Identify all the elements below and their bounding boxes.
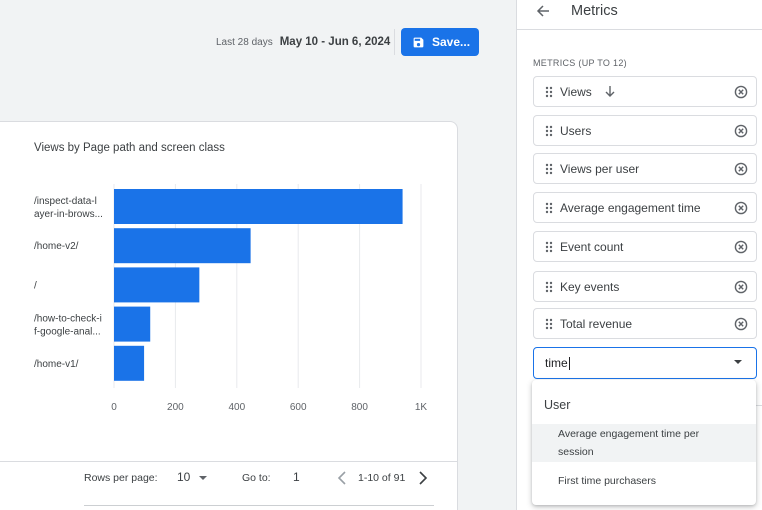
remove-circle-icon[interactable]: [734, 124, 748, 138]
rows-per-page-select[interactable]: 10: [177, 470, 191, 484]
caret-down-icon[interactable]: [734, 360, 742, 364]
chart-title: Views by Page path and screen class: [34, 142, 225, 154]
metric-name: Average engagement time: [560, 200, 701, 215]
metric-suggestions-dropdown: User Average engagement time per session…: [532, 380, 756, 505]
metric-name: Views per user: [560, 161, 640, 176]
remove-circle-icon[interactable]: [734, 85, 748, 99]
x-tick-label: 200: [167, 402, 184, 413]
x-tick-label: 1K: [415, 402, 428, 413]
x-tick-label: 800: [351, 402, 368, 413]
drag-handle-icon[interactable]: [545, 125, 553, 137]
category-label: /home-v2/: [34, 241, 79, 252]
dropdown-group-label: User: [544, 398, 571, 412]
page-info: 1-10 of 91: [358, 472, 406, 484]
metric-name: Event count: [560, 239, 624, 254]
metric-chip[interactable]: Total revenue: [533, 308, 757, 339]
chart-card: [0, 121, 458, 510]
drag-handle-icon[interactable]: [545, 202, 553, 214]
metric-name: Users: [560, 123, 592, 138]
text-cursor: [568, 356, 570, 370]
chart-category-labels: /inspect-data-l ayer-in-brows... /home-v2/…: [34, 196, 103, 370]
category-label: /: [34, 280, 37, 291]
bar-chart: /inspect-data-l ayer-in-brows... /home-v2/…: [34, 184, 427, 413]
panel-title: Metrics: [571, 3, 618, 19]
metric-name: Total revenue: [560, 316, 633, 331]
drag-handle-icon[interactable]: [545, 86, 553, 98]
metric-search-value: time: [545, 356, 568, 370]
category-label-line: f-google-anal...: [34, 327, 101, 338]
date-range-value: May 10 - Jun 6, 2024: [279, 36, 391, 48]
table-divider: [0, 461, 458, 462]
category-label: /home-v1/: [34, 359, 79, 370]
panel-gap: [510, 0, 516, 510]
metric-search-input[interactable]: time: [533, 347, 757, 379]
remove-circle-icon[interactable]: [734, 317, 748, 331]
metric-chip[interactable]: Views: [533, 76, 757, 107]
arrow-down-icon[interactable]: [604, 85, 616, 98]
category-label: /inspect-data-l ayer-in-brows...: [34, 196, 103, 220]
metric-name: Views: [560, 84, 592, 99]
date-range-label: Last 28 days: [216, 36, 273, 48]
chevron-right-icon[interactable]: [416, 470, 430, 486]
metric-chip[interactable]: Views per user: [533, 153, 757, 184]
header-divider: [394, 29, 395, 55]
save-icon: [413, 37, 424, 47]
save-button-label: Save...: [432, 35, 471, 49]
x-tick-label: 0: [111, 402, 117, 413]
metric-chip[interactable]: Users: [533, 115, 757, 146]
bar[interactable]: [114, 306, 151, 342]
remove-circle-icon[interactable]: [734, 280, 748, 294]
category-label-line: /: [34, 280, 37, 291]
metric-chip[interactable]: Event count: [533, 231, 757, 262]
caret-down-icon[interactable]: [199, 476, 207, 480]
go-to-input[interactable]: 1: [293, 470, 300, 484]
bar[interactable]: [114, 189, 403, 224]
x-tick-label: 600: [290, 402, 307, 413]
category-label-line: /home-v2/: [34, 241, 79, 252]
metric-chip[interactable]: Key events: [533, 271, 757, 302]
go-to-label: Go to:: [242, 472, 271, 484]
date-range-selector[interactable]: Last 28 days May 10 - Jun 6, 2024: [216, 35, 390, 49]
category-label: /how-to-check-i f-google-anal...: [34, 314, 102, 338]
category-label-line: /how-to-check-i: [34, 314, 102, 325]
table-pager: Rows per page: 10 Go to: 1 1-10 of 91: [0, 468, 458, 488]
category-label-line: /home-v1/: [34, 359, 79, 370]
rows-per-page-label: Rows per page:: [84, 472, 158, 484]
bar[interactable]: [114, 228, 251, 264]
remove-circle-icon[interactable]: [734, 240, 748, 254]
dropdown-option[interactable]: First time purchasers: [558, 475, 657, 487]
table-header-row: [84, 505, 434, 506]
category-label-line: /inspect-data-l: [34, 196, 97, 207]
drag-handle-icon[interactable]: [545, 281, 553, 293]
drag-handle-icon[interactable]: [545, 318, 553, 330]
save-button[interactable]: Save...: [401, 28, 479, 56]
report-area: Last 28 days May 10 - Jun 6, 2024 Save..…: [0, 28, 479, 510]
bar[interactable]: [114, 345, 145, 381]
dropdown-option[interactable]: Average engagement time per session: [532, 424, 756, 462]
panel-header-divider: [517, 29, 762, 30]
bar[interactable]: [114, 267, 200, 303]
chart-x-tick-labels: 0 200 400 600 800 1K: [111, 402, 427, 413]
metrics-section-label: METRICS (UP TO 12): [533, 58, 627, 68]
drag-handle-icon[interactable]: [545, 163, 553, 175]
x-tick-label: 400: [228, 402, 245, 413]
drag-handle-icon[interactable]: [545, 241, 553, 253]
chevron-left-icon[interactable]: [335, 470, 349, 486]
remove-circle-icon[interactable]: [734, 201, 748, 215]
metric-chip[interactable]: Average engagement time: [533, 192, 757, 223]
chart-bars: [114, 189, 403, 381]
metric-name: Key events: [560, 279, 620, 294]
arrow-left-icon[interactable]: [535, 3, 551, 19]
remove-circle-icon[interactable]: [734, 162, 748, 176]
category-label-line: ayer-in-brows...: [34, 209, 103, 220]
